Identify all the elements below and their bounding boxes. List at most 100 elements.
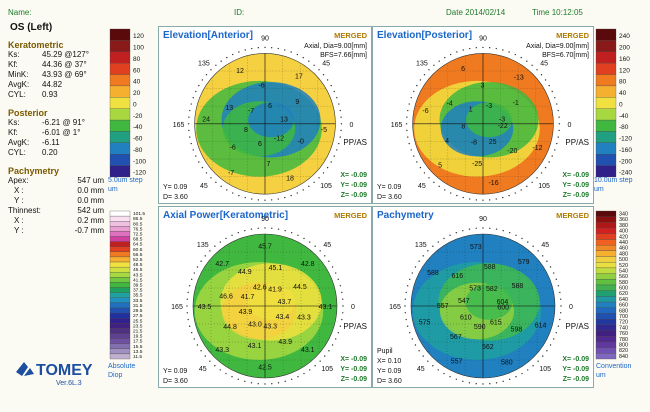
ring-dot [536,177,538,179]
name-label: Name: [8,8,32,17]
map-zone [247,284,295,320]
ring-dot [251,198,253,200]
ring-dot [540,73,543,76]
ring-dot [297,234,299,237]
scale-swatch [595,273,617,280]
panel-elevation-posterior[interactable]: Elevation[Posterior] MERGED Axial, Dia=9.0… [372,26,594,215]
ring-dot [532,365,534,367]
scale-swatch [595,40,617,52]
ring-dot [495,47,497,50]
scale-value: 13.5 [133,349,143,355]
ring-dot [551,155,553,157]
ring-dot [502,380,504,383]
map-value: 573 [469,285,481,292]
map-value: 44.9 [238,269,252,276]
map-value: -7 [228,170,234,177]
ring-dot [186,298,188,300]
ring-dot [319,360,321,362]
map-outline [194,53,336,195]
map-value: 25 [489,139,497,146]
map-value: 43.3 [215,347,229,354]
scale-value: 43.5 [133,272,143,278]
scale-value: 86.5 [133,216,143,222]
ring-dot [408,103,410,105]
scale-swatch [109,261,131,268]
scale-swatch [109,297,131,304]
scale-value: 80 [133,56,141,63]
post-cyl-value: 0.20 [42,148,58,157]
degree-label: 45 [323,242,331,249]
ring-dot [475,46,478,49]
ring-dot [489,227,491,229]
ring-dot [495,228,498,230]
panel-title: Elevation[Posterior] [377,30,472,41]
ring-dot [508,378,511,380]
ring-dot [341,318,343,321]
ring-dot [406,116,408,118]
scale-value: 25.5 [133,318,143,324]
right-param-z: Z= -0.09 [341,192,367,199]
ring-dot [250,382,253,384]
scale-value: 720 [619,320,628,326]
kf-label: Kf: [8,60,18,69]
scale-value: 15.5 [133,344,143,350]
map-value: -16 [488,180,498,187]
ring-dot [526,60,528,62]
post-avgk-label: AvgK: [8,138,30,147]
scale-value: 520 [619,263,628,269]
degree-label: 105 [539,366,551,373]
tomey-brand-text: TOMEY [36,362,93,379]
ring-dot [428,69,430,71]
apex-y-value: 0.0 mm [77,196,104,205]
degree-label: 45 [322,61,330,68]
ring-dot [192,149,194,151]
panel-axial-power[interactable]: Axial Power[Keratometric] MERGED 135 90 45 0 1… [158,206,372,399]
version-text: Ver.6L.3 [56,380,82,387]
scale-value: 60 [133,67,141,74]
map-value: 588 [512,283,524,290]
ring-dot [271,227,273,229]
map-value: 7 [266,161,270,168]
panel-elevation-anterior[interactable]: Elevation[Anterior] MERGED Axial, Dia=9.00… [158,26,372,215]
ring-dot [489,383,491,385]
date-text: Date 2014/02/14 [446,8,506,17]
scale-value: 72.5 [133,231,143,237]
right-param-y: Y= -0.09 [340,182,367,189]
scale-value: 160 [619,56,630,63]
scale-swatch [109,328,131,334]
scale-value: 460 [619,246,628,252]
thinnest-x-label: X : [14,216,24,225]
degree-label: 165 [171,304,183,311]
tomey-logo: TOMEY [14,358,98,385]
scale-value: -40 [133,124,143,131]
scale-swatch [109,119,131,132]
post-kf-label: Kf: [8,128,18,137]
ring-dot [339,109,341,112]
ring-dot [309,241,311,243]
panel-pachymetry[interactable]: PachymetryMERGED135904501056045165604588… [372,206,594,399]
map-value: 12 [236,68,244,75]
ring-dot [186,312,188,314]
ring-dot [187,291,189,294]
d-param: D= 3.60 [377,378,402,385]
scale-swatch [109,40,131,52]
map-value: -3 [499,117,505,124]
map-value: 610 [460,314,472,321]
ring-dot [331,344,334,346]
ring-dot [560,298,562,300]
ring-dot [482,383,484,385]
scale-swatch [595,154,617,166]
scale-swatch [595,301,617,308]
ring-dot [404,305,406,307]
map-value: -6 [422,108,428,115]
ring-dot [257,46,260,49]
scale-value: 440 [619,240,628,246]
map-value: 4 [445,138,449,145]
ring-dot [200,350,202,352]
right-param-z: Z= -0.09 [563,192,589,199]
apex-y-label: Y : [14,196,24,205]
ring-dot [554,149,556,151]
ring-dot [195,90,197,93]
ring-dot [531,181,533,184]
ring-dot [238,194,240,197]
